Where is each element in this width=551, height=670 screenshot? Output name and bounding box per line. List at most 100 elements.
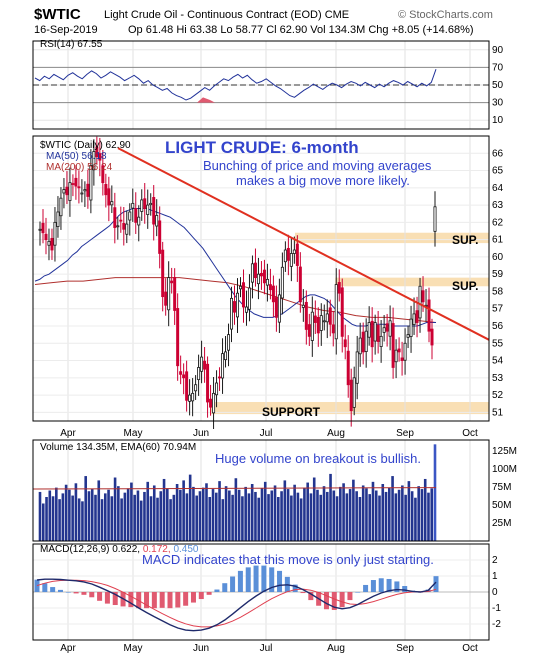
quote-date: 16-Sep-2019 bbox=[34, 24, 98, 36]
candle-body-45 bbox=[173, 277, 177, 311]
candle-body-84 bbox=[289, 253, 293, 267]
candle-body-96 bbox=[325, 313, 329, 323]
macd-hist-bar-10 bbox=[112, 592, 118, 606]
volume-bar-53 bbox=[211, 489, 215, 541]
volume-bar-18 bbox=[97, 480, 101, 541]
candle-body-8 bbox=[62, 189, 66, 194]
candle-body-125 bbox=[412, 313, 416, 325]
volume-bar-20 bbox=[103, 493, 107, 541]
macd-hist-bar-43 bbox=[370, 580, 376, 592]
price-tick-3: 54 bbox=[492, 356, 504, 367]
candle-body-76 bbox=[265, 278, 269, 286]
volume-bar-115 bbox=[414, 497, 417, 541]
macd-hist-bar-14 bbox=[144, 592, 150, 609]
price-tick-6: 57 bbox=[492, 304, 504, 315]
candle-body-6 bbox=[56, 211, 60, 227]
candle-body-67 bbox=[238, 285, 242, 290]
volume-bar-9 bbox=[68, 489, 71, 541]
candle-body-97 bbox=[328, 307, 332, 325]
macd-tick-4: 2 bbox=[492, 555, 498, 566]
volume-bar-75 bbox=[283, 480, 287, 541]
macd-hist-bar-29 bbox=[261, 565, 267, 592]
volume-bar-108 bbox=[391, 476, 394, 541]
price-tick-9: 60 bbox=[492, 252, 504, 263]
month-label-bottom-4: Aug bbox=[327, 643, 345, 654]
volume-bar-79 bbox=[296, 492, 300, 541]
volume-bar-54 bbox=[214, 492, 218, 541]
candle-body-111 bbox=[370, 320, 374, 348]
volume-bar-57 bbox=[224, 486, 228, 541]
candle-body-9 bbox=[65, 186, 69, 196]
candle-body-65 bbox=[233, 301, 237, 313]
volume-bar-89 bbox=[329, 473, 332, 541]
volume-bar-70 bbox=[267, 494, 270, 541]
macd-hist-bar-25 bbox=[230, 576, 236, 592]
volume-bar-22 bbox=[110, 496, 114, 541]
macd-hist-bar-6 bbox=[81, 592, 87, 595]
month-label-price-5: Sep bbox=[396, 428, 414, 439]
volume-bar-96 bbox=[352, 479, 355, 541]
candle-body-34 bbox=[140, 199, 144, 212]
candle-body-12 bbox=[74, 177, 78, 187]
volume-bar-117 bbox=[420, 489, 424, 541]
volume-bar-23 bbox=[113, 477, 117, 541]
candle-body-116 bbox=[385, 323, 389, 332]
bunching-annotation-2: makes a big move more likely. bbox=[236, 173, 410, 188]
volume-bar-7 bbox=[61, 493, 65, 541]
candle-body-79 bbox=[274, 297, 278, 318]
macd-hist-bar-28 bbox=[253, 565, 259, 592]
macd-tick-1: -1 bbox=[492, 603, 501, 614]
candle-body-99 bbox=[334, 284, 338, 340]
candle-body-94 bbox=[319, 315, 323, 331]
price-tick-0: 51 bbox=[492, 407, 504, 418]
macd-tick-0: -2 bbox=[492, 619, 501, 630]
candle-body-112 bbox=[373, 322, 377, 342]
candle-body-38 bbox=[152, 197, 156, 225]
candle-body-56 bbox=[206, 363, 210, 403]
candle-body-69 bbox=[244, 306, 248, 313]
macd-hist-bar-22 bbox=[206, 592, 212, 595]
volume-bar-8 bbox=[64, 484, 68, 541]
volume-bar-42 bbox=[175, 484, 179, 541]
volume-tick-2: 75M bbox=[492, 482, 511, 493]
macd-hist-bar-19 bbox=[183, 592, 189, 606]
month-label-bottom-2: Jun bbox=[193, 643, 209, 654]
macd-hist-bar-17 bbox=[167, 592, 173, 609]
candle-body-92 bbox=[313, 315, 317, 323]
volume-bar-31 bbox=[139, 500, 143, 541]
volume-bar-98 bbox=[358, 496, 362, 541]
candle-body-49 bbox=[185, 371, 189, 401]
month-label-bottom-3: Jul bbox=[260, 643, 273, 654]
candle-body-25 bbox=[113, 207, 117, 228]
price-tick-7: 58 bbox=[492, 286, 504, 297]
macd-hist-bar-47 bbox=[402, 586, 408, 592]
volume-bar-77 bbox=[290, 495, 293, 541]
volume-ema-line bbox=[32, 487, 437, 490]
candle-body-88 bbox=[301, 304, 305, 308]
rsi-tick-3: 70 bbox=[492, 62, 504, 73]
candle-body-53 bbox=[197, 367, 201, 381]
candle-body-83 bbox=[286, 247, 290, 261]
candle-body-20 bbox=[98, 153, 102, 161]
candle-body-48 bbox=[182, 374, 186, 379]
macd-hist-bar-7 bbox=[89, 592, 95, 598]
volume-bar-15 bbox=[87, 491, 91, 541]
month-label-price-2: Jun bbox=[193, 428, 209, 439]
macd-hist-bar-38 bbox=[331, 592, 337, 610]
candle-body-28 bbox=[122, 223, 126, 230]
candle-body-90 bbox=[307, 324, 311, 337]
volume-bar-111 bbox=[401, 485, 404, 541]
candle-body-14 bbox=[80, 192, 84, 195]
volume-bar-30 bbox=[136, 490, 140, 541]
instrument-name: Light Crude Oil - Continuous Contract (E… bbox=[104, 9, 350, 21]
price-tick-11: 62 bbox=[492, 217, 504, 228]
volume-bar-1 bbox=[41, 503, 45, 541]
macd-annotation: MACD indicates that this move is only ju… bbox=[142, 552, 434, 567]
candle-body-55 bbox=[203, 360, 207, 370]
candle-body-43 bbox=[167, 277, 171, 311]
candle-body-30 bbox=[128, 211, 132, 221]
price-tick-1: 52 bbox=[492, 390, 504, 401]
month-label-bottom-0: Apr bbox=[60, 643, 76, 654]
volume-tick-1: 50M bbox=[492, 500, 511, 511]
volume-bar-67 bbox=[257, 497, 261, 541]
